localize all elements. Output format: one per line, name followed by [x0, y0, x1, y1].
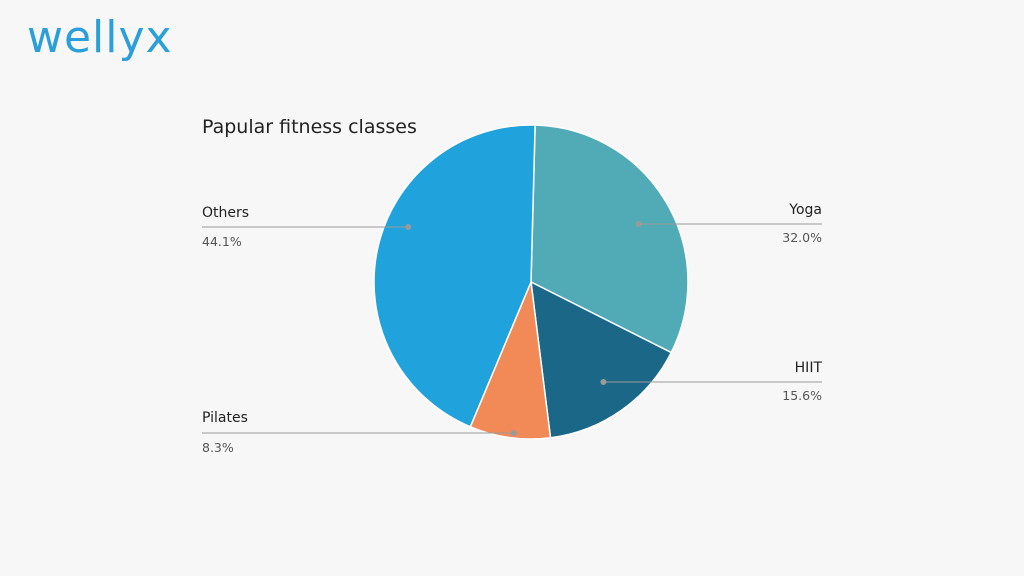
slice-value-pilates: 8.3%	[202, 440, 234, 455]
leader-dot-pilates	[510, 430, 517, 436]
pie-slice-others	[373, 124, 536, 428]
leader-dot-hiit	[600, 379, 607, 385]
leader-lines	[202, 221, 822, 436]
pie-slices	[373, 124, 689, 440]
leader-dot-others	[405, 224, 412, 230]
pie-slice-hiit	[530, 280, 673, 439]
pie-slice-yoga	[530, 124, 689, 354]
slice-value-others: 44.1%	[202, 234, 242, 249]
leader-dot-yoga	[635, 221, 642, 227]
chart-title: Papular fitness classes	[202, 116, 417, 138]
wellyx-logo: wellyx	[27, 12, 173, 63]
slice-value-yoga: 32.0%	[782, 230, 822, 245]
slice-label-hiit: HIIT	[795, 360, 823, 376]
slice-labels: Yoga 32.0% HIIT 15.6% Pilates 8.3% Others 44.1%	[202, 202, 822, 455]
slice-value-hiit: 15.6%	[782, 388, 822, 403]
slice-label-others: Others	[202, 205, 249, 221]
slice-label-yoga: Yoga	[788, 202, 822, 218]
slice-label-pilates: Pilates	[202, 410, 248, 426]
